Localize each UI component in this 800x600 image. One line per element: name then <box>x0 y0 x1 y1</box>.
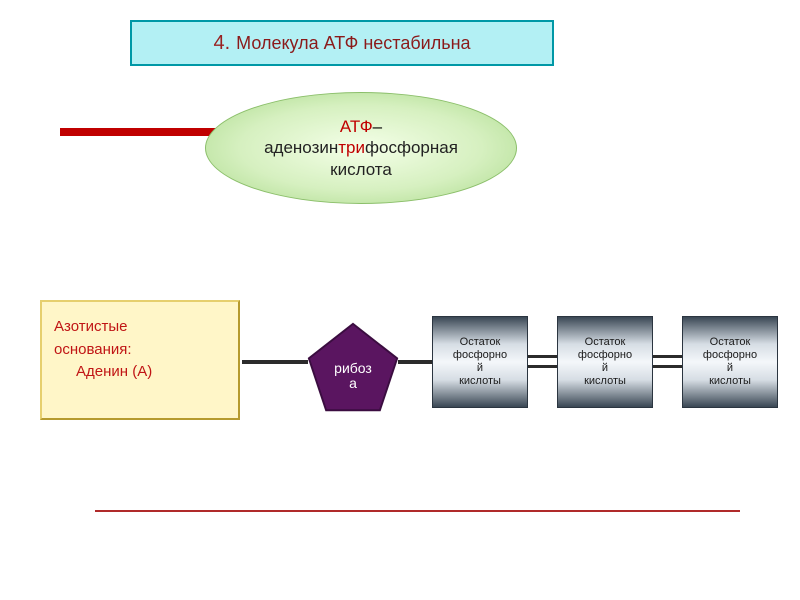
yellow-line-1: Азотистые <box>54 316 226 339</box>
title-number: 4. <box>213 32 230 55</box>
yellow-line-3: Аденин (А) <box>54 361 226 384</box>
ellipse-tri: три <box>338 138 365 157</box>
phos-l2: фосфорно <box>453 349 507 361</box>
title-box: 4. Молекула АТФ нестабильна <box>130 20 554 66</box>
phosphate-box-2: Остаток фосфорно й кислоты <box>557 316 653 408</box>
pentagon-label: рибоз а <box>305 361 401 392</box>
phos-l4: кислоты <box>459 375 501 387</box>
phos2-l1: Остаток <box>585 336 626 348</box>
bond-p1-p2-bot <box>528 365 557 368</box>
bond-p1-p2-top <box>528 355 557 358</box>
phos2-l2: фосфорно <box>578 349 632 361</box>
bottom-divider <box>95 510 740 512</box>
bond-p2-p3-top <box>653 355 682 358</box>
ellipse-line-2: аденозинтрифосфорная <box>264 137 458 158</box>
ellipse-dash: – <box>373 117 382 136</box>
phos3-l2: фосфорно <box>703 349 757 361</box>
yellow-line-2: основания: <box>54 339 226 362</box>
phos3-l4: кислоты <box>709 375 751 387</box>
ribose-pentagon: рибоз а <box>305 320 401 416</box>
title-text: Молекула АТФ нестабильна <box>236 33 470 54</box>
phosphate-text-2: Остаток фосфорно й кислоты <box>578 336 632 389</box>
phos3-l3: й <box>727 362 733 374</box>
phosphate-box-1: Остаток фосфорно й кислоты <box>432 316 528 408</box>
pentagon-l2: а <box>349 375 357 391</box>
atp-ellipse: АТФ– аденозинтрифосфорная кислота <box>205 92 517 204</box>
pentagon-l1: рибоз <box>334 360 372 376</box>
nitrogenous-base-box: Азотистые основания: Аденин (А) <box>40 300 240 420</box>
phos-l3: й <box>477 362 483 374</box>
bond-base-ribose <box>242 360 308 364</box>
phos3-l1: Остаток <box>710 336 751 348</box>
phosphate-text-3: Остаток фосфорно й кислоты <box>703 336 757 389</box>
phos2-l4: кислоты <box>584 375 626 387</box>
ellipse-post: фосфорная <box>365 138 458 157</box>
ellipse-atf: АТФ <box>340 117 373 136</box>
bond-ribose-p1 <box>398 360 432 364</box>
phosphate-box-3: Остаток фосфорно й кислоты <box>682 316 778 408</box>
bond-p2-p3-bot <box>653 365 682 368</box>
ellipse-line-1: АТФ– <box>340 116 382 137</box>
phosphate-text-1: Остаток фосфорно й кислоты <box>453 336 507 389</box>
phos2-l3: й <box>602 362 608 374</box>
ellipse-line-3: кислота <box>330 159 392 180</box>
ellipse-pre: аденозин <box>264 138 338 157</box>
phos-l1: Остаток <box>460 336 501 348</box>
